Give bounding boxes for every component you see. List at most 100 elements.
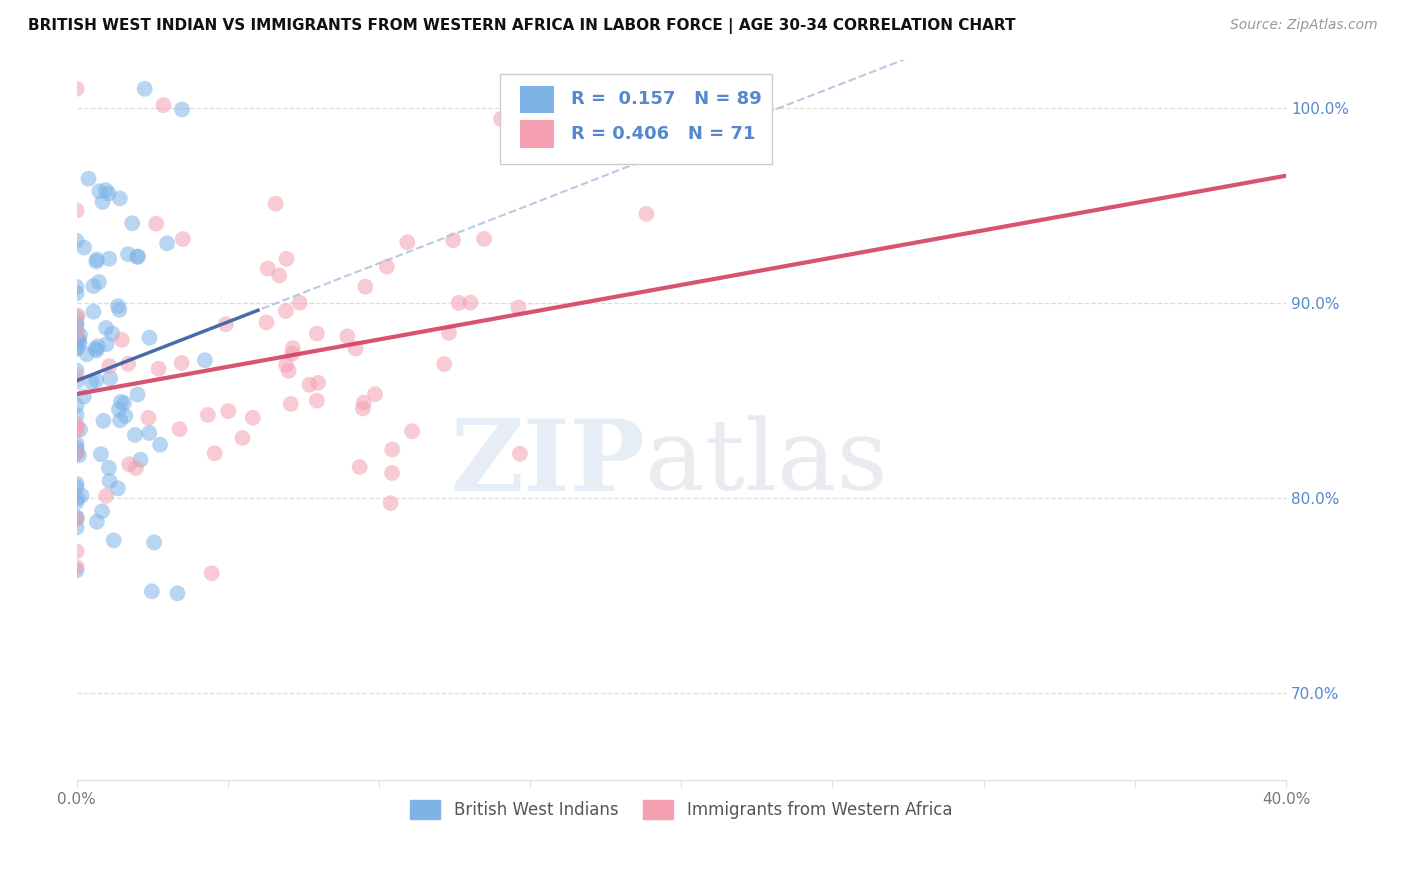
Point xyxy=(84,342,107,356)
Point xyxy=(65,446,87,460)
FancyBboxPatch shape xyxy=(520,120,554,147)
Point xyxy=(86,252,108,267)
Point xyxy=(65,324,87,338)
Point xyxy=(108,191,131,205)
Point xyxy=(89,184,111,198)
Point xyxy=(65,310,87,325)
Point xyxy=(138,331,160,345)
Point xyxy=(65,326,87,340)
Point xyxy=(381,466,404,480)
Point xyxy=(65,441,87,455)
Point xyxy=(107,481,129,495)
Point xyxy=(344,342,367,356)
Point xyxy=(96,337,118,351)
Point xyxy=(138,425,160,440)
Point xyxy=(256,261,278,276)
Point xyxy=(65,423,87,437)
Point xyxy=(108,302,131,317)
Point xyxy=(472,232,495,246)
Point xyxy=(65,480,87,494)
Point xyxy=(117,247,139,261)
Point xyxy=(65,560,87,574)
Point xyxy=(281,341,304,355)
Point xyxy=(103,533,125,548)
Point xyxy=(65,331,87,345)
Point xyxy=(509,447,531,461)
Point xyxy=(375,260,398,274)
Point xyxy=(108,402,131,417)
Point xyxy=(138,410,160,425)
Point xyxy=(145,217,167,231)
Point xyxy=(67,334,90,348)
Point xyxy=(65,511,87,525)
Point xyxy=(65,544,87,558)
Point xyxy=(336,329,359,343)
Point xyxy=(77,171,100,186)
Point xyxy=(65,234,87,248)
Point xyxy=(298,377,321,392)
Point xyxy=(94,321,117,335)
Point xyxy=(65,510,87,524)
Point xyxy=(215,318,238,332)
Point xyxy=(636,207,658,221)
Point xyxy=(66,309,89,323)
Point xyxy=(112,396,135,410)
Point xyxy=(277,364,299,378)
Point xyxy=(401,425,423,439)
Point xyxy=(149,438,172,452)
Point xyxy=(242,410,264,425)
Point xyxy=(354,279,377,293)
Point xyxy=(108,413,131,427)
Point xyxy=(172,103,194,117)
Point xyxy=(69,335,91,350)
Point xyxy=(231,431,253,445)
Point xyxy=(148,361,170,376)
Point xyxy=(65,318,87,333)
Point xyxy=(125,250,148,264)
Point xyxy=(73,390,96,404)
Point xyxy=(281,346,304,360)
Point xyxy=(80,375,103,389)
Point xyxy=(65,316,87,330)
Point xyxy=(65,203,87,218)
Point xyxy=(447,296,470,310)
Point xyxy=(67,449,90,463)
Point xyxy=(93,414,115,428)
Legend: British West Indians, Immigrants from Western Africa: British West Indians, Immigrants from We… xyxy=(404,794,959,826)
Point xyxy=(65,512,87,526)
Point xyxy=(65,445,87,459)
Point xyxy=(70,489,93,503)
Point xyxy=(460,295,482,310)
Point xyxy=(508,301,530,315)
Point xyxy=(86,339,108,353)
Point xyxy=(82,279,104,293)
Point xyxy=(156,236,179,251)
Point xyxy=(269,268,291,283)
Text: Source: ZipAtlas.com: Source: ZipAtlas.com xyxy=(1230,18,1378,32)
Point xyxy=(69,328,91,343)
Point xyxy=(201,566,224,581)
Point xyxy=(217,404,239,418)
Point xyxy=(121,216,143,230)
Point xyxy=(65,398,87,412)
Point xyxy=(264,196,287,211)
Text: R =  0.157   N = 89: R = 0.157 N = 89 xyxy=(571,90,762,108)
Point xyxy=(96,489,118,503)
Point xyxy=(101,326,124,341)
Point xyxy=(441,233,464,247)
FancyBboxPatch shape xyxy=(501,74,772,164)
Point xyxy=(307,376,329,390)
Point xyxy=(274,358,297,372)
Point xyxy=(65,334,87,349)
Point xyxy=(152,98,174,112)
Point xyxy=(194,353,217,368)
Point xyxy=(65,417,87,432)
Point xyxy=(127,250,149,264)
Point xyxy=(197,408,219,422)
Point xyxy=(65,476,87,491)
Point xyxy=(73,241,96,255)
Point xyxy=(254,315,277,329)
Point xyxy=(166,586,188,600)
Point xyxy=(97,186,120,201)
Point xyxy=(65,446,87,460)
